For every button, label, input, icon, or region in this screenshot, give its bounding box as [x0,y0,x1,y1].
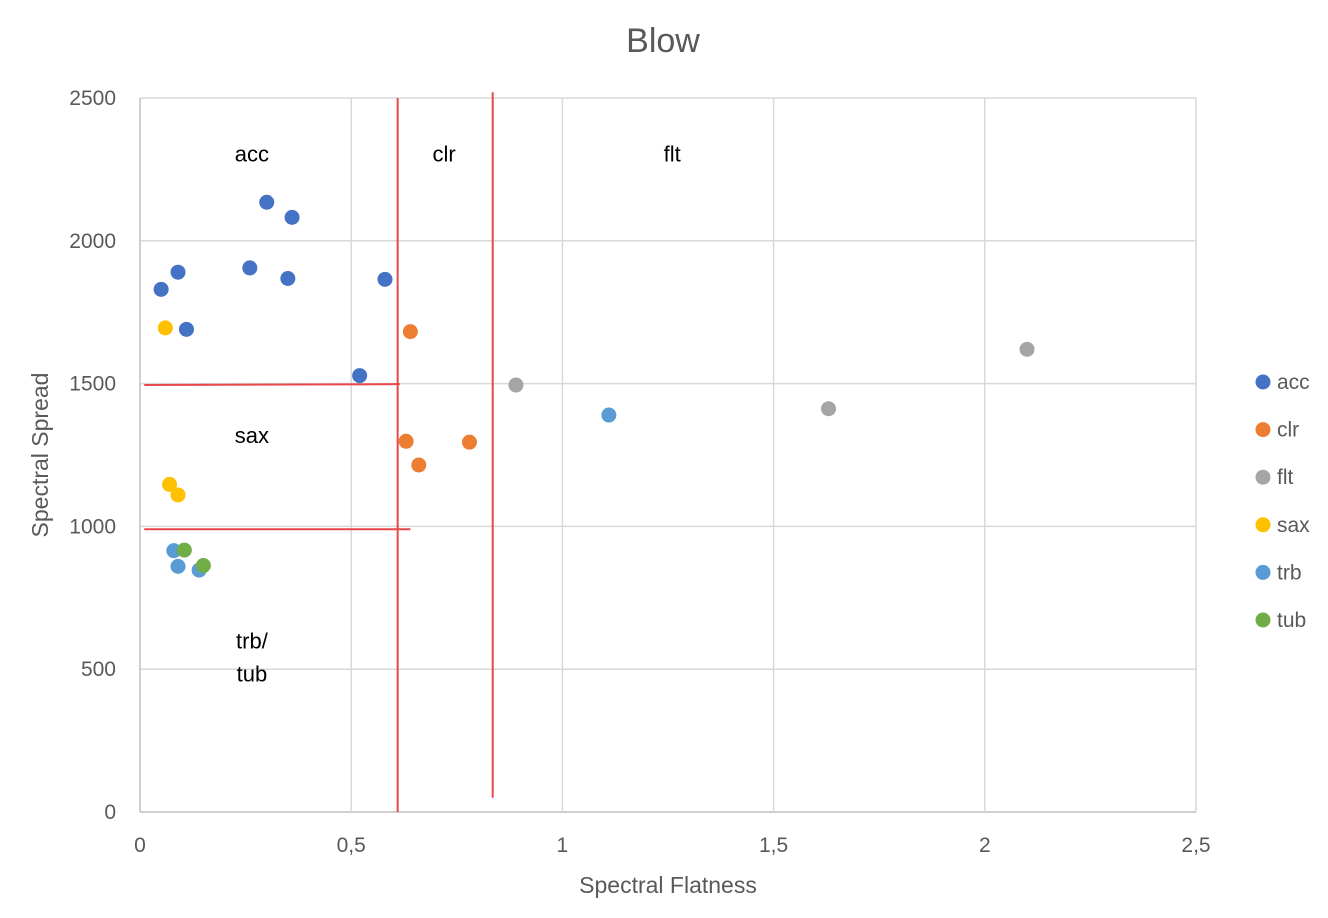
y-tick-label: 1500 [69,373,116,396]
gridlines [139,97,1197,813]
legend-label-tub: tub [1277,609,1306,632]
x-tick-label: 0,5 [337,834,366,857]
region-label: clr [433,142,456,167]
region-label: trb/ [236,629,269,654]
x-axis-title: Spectral Flatness [579,872,757,898]
data-point-acc [259,194,275,210]
region-labels: acc clr flt sax trb/tub [235,142,681,687]
legend-marker-trb [1255,564,1271,580]
data-point-sax [170,487,186,503]
tick-labels: 0 0,5 1 1,5 2 2,5 0 500 1000 1500 2000 2500 [69,87,1210,857]
legend-label-sax: sax [1277,514,1310,537]
legend-label-acc: acc [1277,371,1310,394]
x-tick-label: 2,5 [1181,834,1210,857]
data-point-acc [242,260,258,276]
legend-marker-sax [1255,517,1271,533]
data-points [153,194,1035,578]
data-point-trb [166,543,182,559]
x-tick-label: 0 [134,834,146,857]
data-point-clr [461,434,477,450]
data-point-trb [601,407,617,423]
legend: acc clr flt sax trb tub [1255,371,1310,632]
data-point-tub [195,558,211,574]
x-tick-label: 2 [979,834,991,857]
data-point-acc [280,270,296,286]
data-point-acc [377,271,393,287]
data-point-acc [170,264,186,280]
data-point-acc [153,281,169,297]
x-tick-label: 1 [557,834,569,857]
legend-marker-acc [1255,374,1271,390]
legend-label-clr: clr [1277,419,1299,442]
region-label: flt [664,142,681,167]
y-tick-label: 2000 [69,230,116,253]
data-point-sax [157,320,173,336]
data-point-tub [176,542,192,558]
data-point-clr [402,324,418,340]
y-axis-title: Spectral Spread [27,373,53,538]
y-tick-label: 1000 [69,515,116,538]
data-point-acc [352,368,368,384]
legend-label-trb: trb [1277,561,1302,584]
region-divider-line [144,383,400,387]
legend-marker-tub [1255,612,1271,628]
data-point-sax [162,476,178,492]
legend-marker-flt [1255,469,1271,485]
data-point-clr [398,433,414,449]
data-point-clr [411,457,427,473]
y-tick-label: 500 [81,658,116,681]
data-point-flt [821,401,837,417]
chart-title: Blow [626,22,700,60]
legend-marker-clr [1255,422,1271,438]
region-label: tub [237,661,268,686]
y-tick-label: 0 [104,801,116,824]
data-point-acc [284,209,300,225]
region-label: acc [235,142,269,167]
data-point-acc [178,321,194,337]
data-point-trb [170,558,186,574]
y-tick-label: 2500 [69,87,116,110]
legend-label-flt: flt [1277,466,1294,489]
data-point-flt [508,377,524,393]
x-tick-label: 1,5 [759,834,788,857]
data-point-flt [1019,341,1035,357]
region-label: sax [235,423,269,448]
region-dividers [144,92,494,812]
